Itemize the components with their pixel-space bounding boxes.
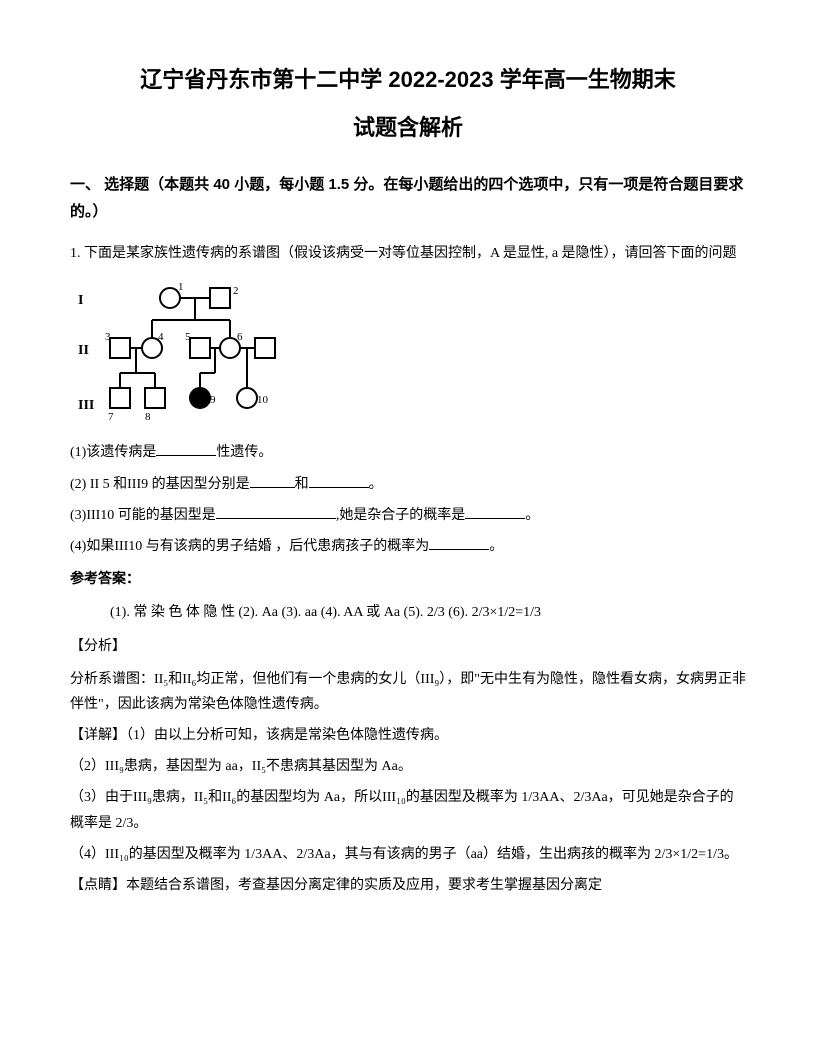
sq1-text-a: (1)该遗传病是	[70, 445, 156, 460]
blank-2a	[250, 472, 295, 488]
generation-2-label: II	[78, 338, 89, 363]
answer-text: (1). 常 染 色 体 隐 性 (2). Aa (3). aa (4). AA…	[70, 600, 746, 625]
detail-p2: （2）III₉患病，基因型为 aa，II₅不患病其基因型为 Aa。	[70, 754, 746, 779]
detail-section: 【详解】（1）由以上分析可知，该病是常染色体隐性遗传病。	[70, 723, 746, 748]
sq3-text-c: 。	[525, 508, 539, 523]
sq4-text-b: 。	[489, 539, 503, 554]
generation-1-label: I	[78, 288, 83, 313]
document-title-line1: 辽宁省丹东市第十二中学 2022-2023 学年高一生物期末	[70, 60, 746, 100]
blank-2b	[309, 472, 369, 488]
sub-question-3: (3)III10 可能的基因型是 ,她是杂合子的概率是 。	[70, 503, 746, 528]
blank-4	[429, 534, 489, 550]
pedigree-num-2: 2	[233, 282, 239, 302]
question-intro: 1. 下面是某家族性遗传病的系谱图（假设该病受一对等位基因控制，A 是显性, a…	[70, 241, 746, 266]
detail-label: 【详解】	[70, 728, 126, 743]
note-label: 【点睛】	[70, 878, 126, 893]
sq3-text-a: (3)III10 可能的基因型是	[70, 508, 216, 523]
pedigree-num-5: 5	[185, 328, 191, 348]
blank-1	[156, 440, 216, 456]
sq2-text-a: (2) II 5 和III9 的基因型分别是	[70, 477, 250, 492]
answer-key-label: 参考答案：	[70, 567, 746, 592]
sq3-text-b: ,她是杂合子的概率是	[336, 508, 466, 523]
sq4-text-a: (4)如果III10 与有该病的男子结婚 ，后代患病孩子的概率为	[70, 539, 429, 554]
note-section: 【点睛】本题结合系谱图，考查基因分离定律的实质及应用，要求考生掌握基因分离定	[70, 873, 746, 898]
pedigree-num-1: 1	[178, 278, 184, 298]
document-title-line2: 试题含解析	[70, 108, 746, 148]
detail-p4: （4）III₁₀的基因型及概率为 1/3AA、2/3Aa，其与有该病的男子（aa…	[70, 842, 746, 867]
detail-p1: （1）由以上分析可知，该病是常染色体隐性遗传病。	[126, 728, 448, 743]
pedigree-num-8: 8	[145, 408, 151, 428]
pedigree-num-4: 4	[158, 328, 164, 348]
note-text: 本题结合系谱图，考查基因分离定律的实质及应用，要求考生掌握基因分离定	[126, 878, 602, 893]
pedigree-num-3: 3	[105, 328, 111, 348]
section-header: 一、 选择题（本题共 40 小题，每小题 1.5 分。在每小题给出的四个选项中，…	[70, 171, 746, 225]
analysis-label: 【分析】	[70, 634, 746, 659]
sub-question-4: (4)如果III10 与有该病的男子结婚 ，后代患病孩子的概率为 。	[70, 534, 746, 559]
sub-question-1: (1)该遗传病是 性遗传。	[70, 440, 746, 465]
analysis-p1: 分析系谱图：II₅和II₆均正常，但他们有一个患病的女儿（III₉），即"无中生…	[70, 667, 746, 717]
pedigree-num-6: 6	[237, 328, 243, 348]
blank-3a	[216, 503, 336, 519]
blank-3b	[465, 503, 525, 519]
sq2-text-c: 。	[369, 477, 383, 492]
pedigree-diagram: I II III	[70, 278, 300, 428]
sq1-text-b: 性遗传。	[216, 445, 272, 460]
detail-p3: （3）由于III₉患病，II₅和II₆的基因型均为 Aa，所以III₁₀的基因型…	[70, 785, 746, 835]
sq2-text-b: 和	[295, 477, 309, 492]
pedigree-num-9: 9	[210, 391, 216, 411]
pedigree-num-10: 10	[257, 391, 268, 411]
sub-question-2: (2) II 5 和III9 的基因型分别是 和 。	[70, 472, 746, 497]
generation-3-label: III	[78, 393, 94, 418]
pedigree-num-7: 7	[108, 408, 114, 428]
